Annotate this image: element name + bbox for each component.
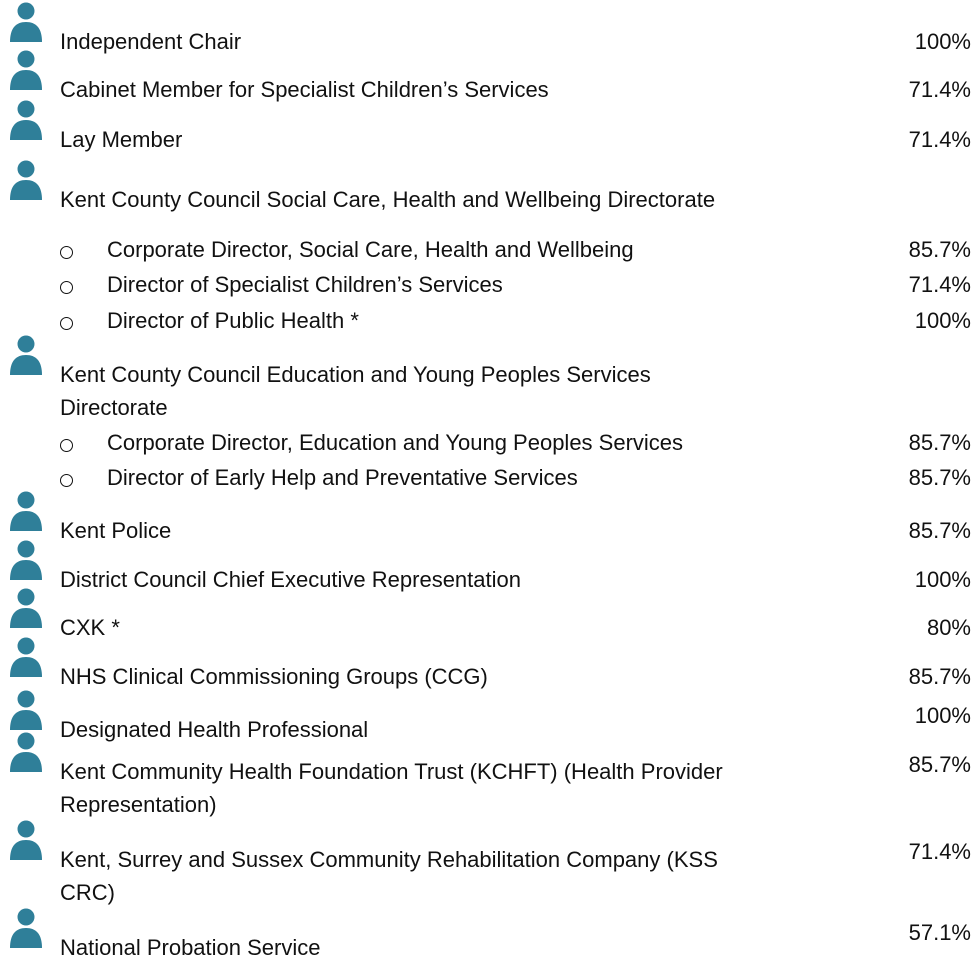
bullet bbox=[60, 439, 73, 452]
sub-label: Director of Early Help and Preventative … bbox=[107, 465, 578, 490]
sub-label: Director of Specialist Children’s Servic… bbox=[107, 272, 503, 297]
bullet bbox=[60, 281, 73, 294]
attendance-value: 80% bbox=[926, 615, 971, 640]
attendance-value: 100% bbox=[914, 567, 971, 592]
person-icon bbox=[8, 2, 44, 44]
person-icon bbox=[8, 588, 44, 630]
person-icon bbox=[8, 100, 44, 142]
attendance-value: 71.4% bbox=[908, 77, 971, 102]
person-icon bbox=[8, 637, 44, 679]
member-label: CRC) bbox=[60, 880, 115, 905]
member-label: Kent Community Health Foundation Trust (… bbox=[60, 759, 723, 784]
attendance-value: 85.7% bbox=[908, 664, 971, 689]
member-label: Lay Member bbox=[60, 127, 183, 152]
attendance-value: 71.4% bbox=[908, 127, 971, 152]
member-label: Independent Chair bbox=[60, 29, 242, 54]
attendance-value: 100% bbox=[914, 703, 971, 728]
person-icon bbox=[8, 160, 44, 202]
attendance-value: 85.7% bbox=[908, 237, 971, 262]
person-icon bbox=[8, 335, 44, 377]
person-icon bbox=[8, 491, 44, 533]
member-label: Representation) bbox=[60, 792, 217, 817]
bullet bbox=[60, 317, 73, 330]
sub-label: Director of Public Health * bbox=[107, 308, 359, 333]
person-icon bbox=[8, 908, 44, 950]
attendance-value: 100% bbox=[914, 308, 971, 333]
member-label: Kent, Surrey and Sussex Community Rehabi… bbox=[60, 847, 718, 872]
sub-label: Corporate Director, Social Care, Health … bbox=[107, 237, 634, 262]
person-icon bbox=[8, 50, 44, 92]
member-label: Cabinet Member for Specialist Children’s… bbox=[60, 77, 549, 102]
attendance-value: 85.7% bbox=[908, 465, 971, 490]
member-label: District Council Chief Executive Represe… bbox=[60, 567, 521, 592]
attendance-value: 85.7% bbox=[908, 430, 971, 455]
member-label: Kent County Council Social Care, Health … bbox=[60, 187, 716, 212]
attendance-value: 85.7% bbox=[908, 752, 971, 777]
person-icon bbox=[8, 540, 44, 582]
person-icon bbox=[8, 690, 44, 732]
member-label: Designated Health Professional bbox=[60, 717, 369, 742]
member-label: Kent Police bbox=[60, 518, 172, 543]
bullet bbox=[60, 474, 73, 487]
attendance-value: 100% bbox=[914, 29, 971, 54]
person-icon bbox=[8, 820, 44, 862]
person-icon bbox=[8, 732, 44, 774]
member-label: CXK * bbox=[60, 615, 120, 640]
member-label: Kent County Council Education and Young … bbox=[60, 362, 651, 387]
attendance-value: 57.1% bbox=[908, 920, 971, 945]
member-label: NHS Clinical Commissioning Groups (CCG) bbox=[60, 664, 488, 689]
member-label: Directorate bbox=[60, 395, 168, 420]
sub-label: Corporate Director, Education and Young … bbox=[107, 430, 684, 455]
attendance-value: 71.4% bbox=[908, 272, 971, 297]
attendance-value: 85.7% bbox=[908, 518, 971, 543]
attendance-value: 71.4% bbox=[908, 839, 971, 864]
member-label: National Probation Service bbox=[60, 935, 321, 960]
bullet bbox=[60, 246, 73, 259]
